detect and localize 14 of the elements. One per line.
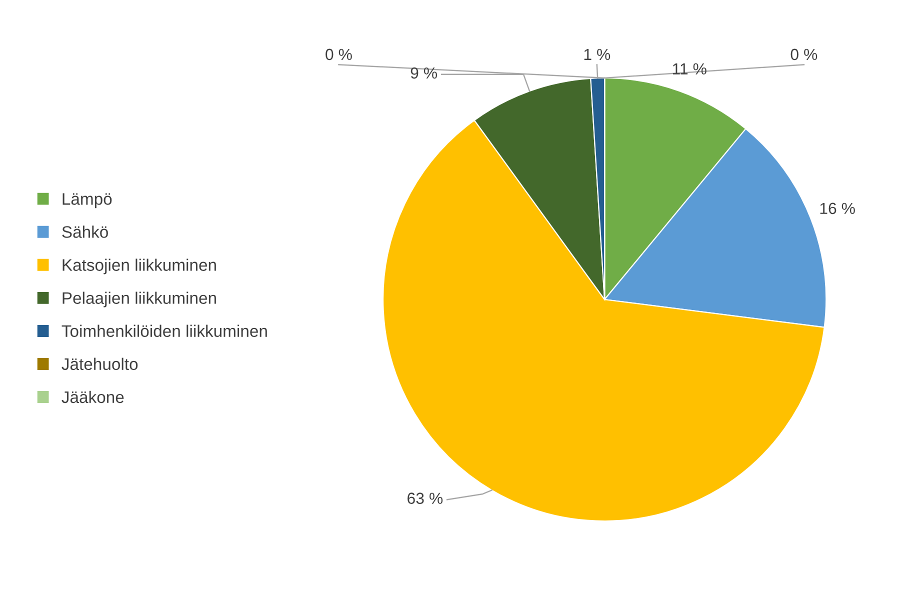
legend-label: Katsojien liikkuminen bbox=[62, 258, 216, 274]
legend-label: Lämpö bbox=[62, 193, 112, 208]
legend-label: Pelaajien liikkuminen bbox=[62, 292, 216, 308]
legend-label: Jätehuolto bbox=[62, 358, 138, 370]
legend-label: Jääkone bbox=[62, 390, 124, 404]
data-label: 9 % bbox=[410, 67, 438, 79]
text: 0 % bbox=[790, 48, 818, 60]
text: 0 % bbox=[326, 48, 352, 60]
data-label: 16 % bbox=[820, 202, 855, 214]
data-label: 1 % bbox=[584, 48, 610, 60]
data-label: 11 % bbox=[672, 63, 706, 74]
legend-label: Sähkö bbox=[62, 226, 108, 238]
data-label: 63 % bbox=[408, 492, 443, 504]
legend-label: Toimhenkilöiden liikkuminen bbox=[62, 324, 267, 338]
